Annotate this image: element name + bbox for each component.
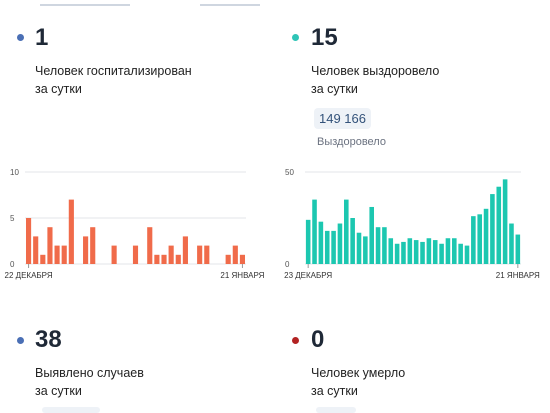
stat-sublabel: за сутки [35, 82, 82, 96]
stat-label: Человек госпитализирован [35, 64, 192, 78]
bar [394, 243, 400, 264]
bar [40, 254, 46, 264]
bar [344, 199, 349, 264]
x-start-label: 22 ДЕКАБРЯ [5, 271, 53, 280]
bar [502, 179, 508, 264]
indicator-dot [292, 337, 299, 344]
bar [439, 243, 444, 264]
bar [68, 199, 74, 264]
bar [496, 186, 502, 264]
recovered-bar-chart: 50 0 23 ДЕКАБРЯ 21 ЯНВАРЯ [284, 168, 540, 280]
bar [111, 245, 117, 264]
bar [154, 254, 160, 264]
bar [61, 245, 67, 264]
bar [147, 227, 153, 264]
stat-value: 0 [311, 326, 325, 353]
bar [312, 199, 317, 264]
stat-label: Человек умерло [311, 366, 406, 380]
y-tick-label: 5 [10, 214, 15, 223]
y-tick-label: 10 [10, 168, 19, 177]
bar [225, 254, 231, 264]
bar [420, 241, 425, 264]
bar [375, 227, 381, 264]
bar [132, 245, 139, 264]
y-tick-label: 50 [285, 168, 294, 177]
x-start-label: 23 ДЕКАБРЯ [284, 271, 332, 280]
bar [83, 236, 89, 264]
badge-placeholder [316, 407, 356, 413]
y-tick-label: 0 [10, 260, 15, 269]
bar [197, 245, 203, 264]
bar [426, 238, 432, 264]
bar [413, 240, 419, 264]
bar [318, 221, 324, 264]
bar [401, 241, 406, 264]
bar [445, 238, 451, 264]
bar [33, 236, 39, 264]
total-recovered-badge: 149 166 [314, 108, 371, 129]
indicator-dot [17, 337, 24, 344]
bar [175, 254, 181, 264]
total-recovered-label: Выздоровело [317, 136, 386, 148]
bar [483, 208, 489, 264]
bar [331, 230, 336, 264]
bar [458, 243, 463, 264]
bar [204, 245, 210, 264]
bar [54, 245, 60, 264]
bar [305, 219, 311, 264]
bar [382, 227, 387, 264]
bar [232, 245, 238, 264]
bar [168, 245, 174, 264]
bar [90, 227, 96, 264]
bar [477, 214, 482, 264]
y-tick-label: 0 [285, 260, 290, 269]
stat-value: 38 [35, 326, 62, 353]
bar [388, 238, 394, 264]
bar [324, 230, 330, 264]
bar [356, 232, 362, 264]
bar [432, 240, 438, 264]
stat-label: Выявлено случаев [35, 366, 144, 380]
hospitalized-bar-chart: 10 5 0 22 ДЕКАБРЯ 21 ЯНВАРЯ [5, 168, 265, 280]
bar [369, 206, 374, 264]
top-divider [40, 0, 130, 6]
bar [515, 234, 521, 264]
bar [47, 227, 53, 264]
bar [182, 236, 188, 264]
stat-label: Человек выздоровело [311, 64, 440, 78]
bar [350, 218, 355, 264]
bar [452, 238, 457, 264]
stat-sublabel: за сутки [311, 82, 358, 96]
stat-value: 15 [311, 24, 338, 51]
stat-sublabel: за сутки [311, 384, 358, 398]
bar [509, 223, 514, 264]
indicator-dot [292, 34, 299, 41]
bar [363, 236, 368, 264]
bar [490, 194, 495, 264]
bar [464, 245, 470, 264]
x-end-label: 21 ЯНВАРЯ [220, 271, 264, 280]
badge-placeholder [42, 407, 100, 413]
bar [161, 254, 167, 264]
bar [471, 216, 476, 264]
bar [407, 238, 413, 264]
bar [25, 218, 32, 264]
stat-value: 1 [35, 24, 49, 51]
x-end-label: 21 ЯНВАРЯ [496, 271, 540, 280]
indicator-dot [17, 34, 24, 41]
stat-sublabel: за сутки [35, 384, 82, 398]
bar [239, 254, 246, 264]
bar [337, 223, 343, 264]
top-divider [200, 0, 260, 6]
